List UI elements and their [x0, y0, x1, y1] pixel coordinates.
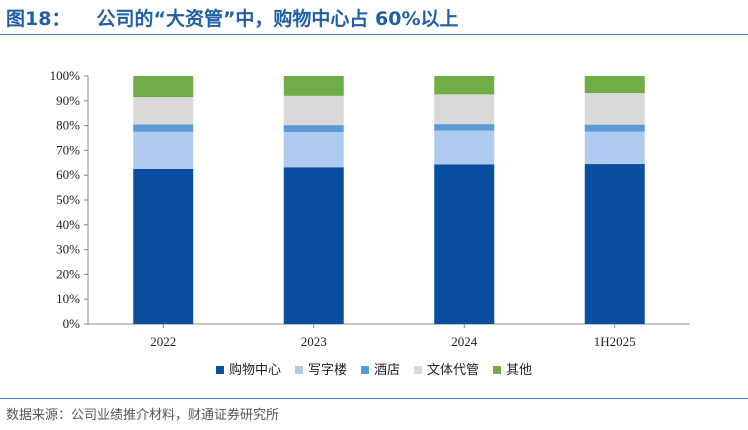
chart-labels: 0% 10% 20% 30% 40% 50% 60% 70% 80% 90% 100% 2022 202… — [50, 68, 636, 349]
x-tick-label: 2022 — [150, 334, 176, 349]
bar-segment — [584, 76, 645, 94]
bar-segment — [584, 93, 645, 125]
bar-segment — [283, 167, 344, 324]
legend-swatch — [360, 366, 369, 374]
bar-segment — [584, 164, 645, 324]
y-tick-label: 100% — [50, 68, 81, 83]
y-tick-label: 90% — [56, 93, 80, 108]
source-note: 数据来源：公司业绩推介材料，财通证券研究所 — [6, 408, 280, 423]
bar-segment — [283, 95, 344, 126]
y-tick-label: 30% — [56, 242, 80, 257]
bar-segment — [434, 94, 495, 125]
y-tick-label: 80% — [56, 118, 80, 133]
legend-item: 其他 — [493, 363, 532, 378]
y-tick-label: 10% — [56, 291, 80, 306]
figure-title-text: 公司的“大资管”中，购物中心占 60%以上 — [96, 8, 459, 30]
bar-segment — [283, 132, 344, 168]
legend-swatch — [493, 366, 502, 374]
legend-item: 文体代管 — [414, 363, 479, 378]
y-tick-label: 0% — [63, 316, 81, 331]
legend-swatch — [294, 366, 303, 374]
title-divider — [0, 34, 748, 35]
figure-label: 图18： — [6, 8, 71, 30]
x-tick-label: 2024 — [451, 334, 478, 349]
legend-label: 酒店 — [374, 363, 400, 378]
legend-label: 其他 — [506, 363, 532, 378]
source-divider — [0, 398, 748, 399]
bar-segment — [133, 76, 194, 98]
legend-label: 购物中心 — [229, 362, 281, 378]
legend-swatch — [215, 366, 224, 374]
legend-label: 文体代管 — [427, 363, 479, 378]
bar-segment — [434, 130, 495, 165]
legend-label: 写字楼 — [308, 363, 347, 378]
bar-segment — [133, 124, 194, 132]
legend-swatch — [414, 366, 423, 374]
y-tick-label: 60% — [56, 167, 80, 182]
figure-title: 图18： 公司的“大资管”中，购物中心占 60%以上 — [6, 4, 459, 31]
y-tick-label: 50% — [56, 192, 80, 207]
bar-segment — [133, 97, 194, 125]
legend-item: 写字楼 — [294, 363, 347, 378]
legend-item: 购物中心 — [215, 362, 281, 378]
bar-segment — [434, 124, 495, 131]
bar-segment — [133, 131, 194, 169]
y-tick-label: 40% — [56, 217, 80, 232]
chart-bars — [133, 76, 645, 324]
x-tick-label: 1H2025 — [594, 334, 636, 349]
x-tick-label: 2023 — [301, 334, 327, 349]
bar-segment — [283, 125, 344, 133]
bar-segment — [434, 164, 495, 324]
legend-item: 酒店 — [360, 363, 400, 378]
bar-segment — [133, 169, 194, 324]
chart-legend: 购物中心 写字楼 酒店 文体代管 其他 — [215, 362, 532, 378]
y-tick-label: 20% — [56, 266, 80, 281]
bar-segment — [434, 76, 495, 95]
bar-segment — [283, 76, 344, 96]
bar-segment — [584, 131, 645, 165]
bar-segment — [584, 124, 645, 132]
y-tick-label: 70% — [56, 142, 80, 157]
